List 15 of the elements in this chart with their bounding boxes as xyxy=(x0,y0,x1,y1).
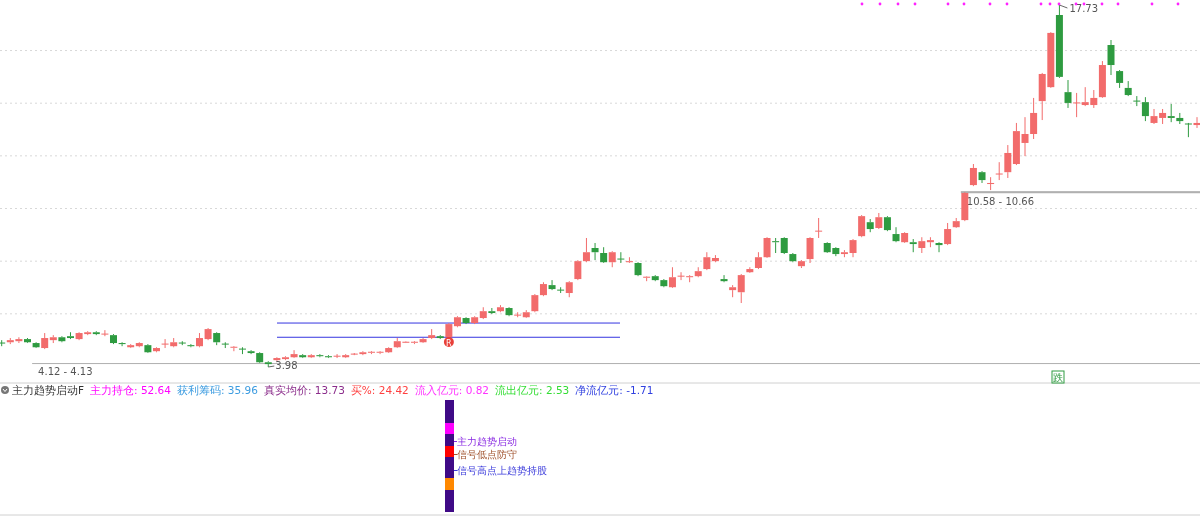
text: 净流亿元: -1.71 xyxy=(575,384,654,396)
text: 流入亿元: 0.82 xyxy=(414,384,490,396)
text: 主力趋势启动F xyxy=(12,384,85,396)
text: 主力趋势启动 xyxy=(457,436,517,447)
band-label: 4.12 - 4.13 xyxy=(38,366,93,378)
band-label: 10.58 - 10.66 xyxy=(966,196,1035,208)
text: 信号高点上趋势持股 xyxy=(457,465,547,476)
text: 真实均价: 13.73 xyxy=(263,384,345,396)
annotation: 17.73 xyxy=(1069,3,1099,14)
text: 流出亿元: 2.53 xyxy=(495,384,570,396)
text: 主力持仓: 52.64 xyxy=(90,384,172,396)
annotation: 3.98 xyxy=(275,360,298,371)
text: 获利筹码: 35.96 xyxy=(176,384,259,396)
text: 信号低点防守 xyxy=(457,449,517,460)
text: 买%: 24.42 xyxy=(350,384,409,396)
